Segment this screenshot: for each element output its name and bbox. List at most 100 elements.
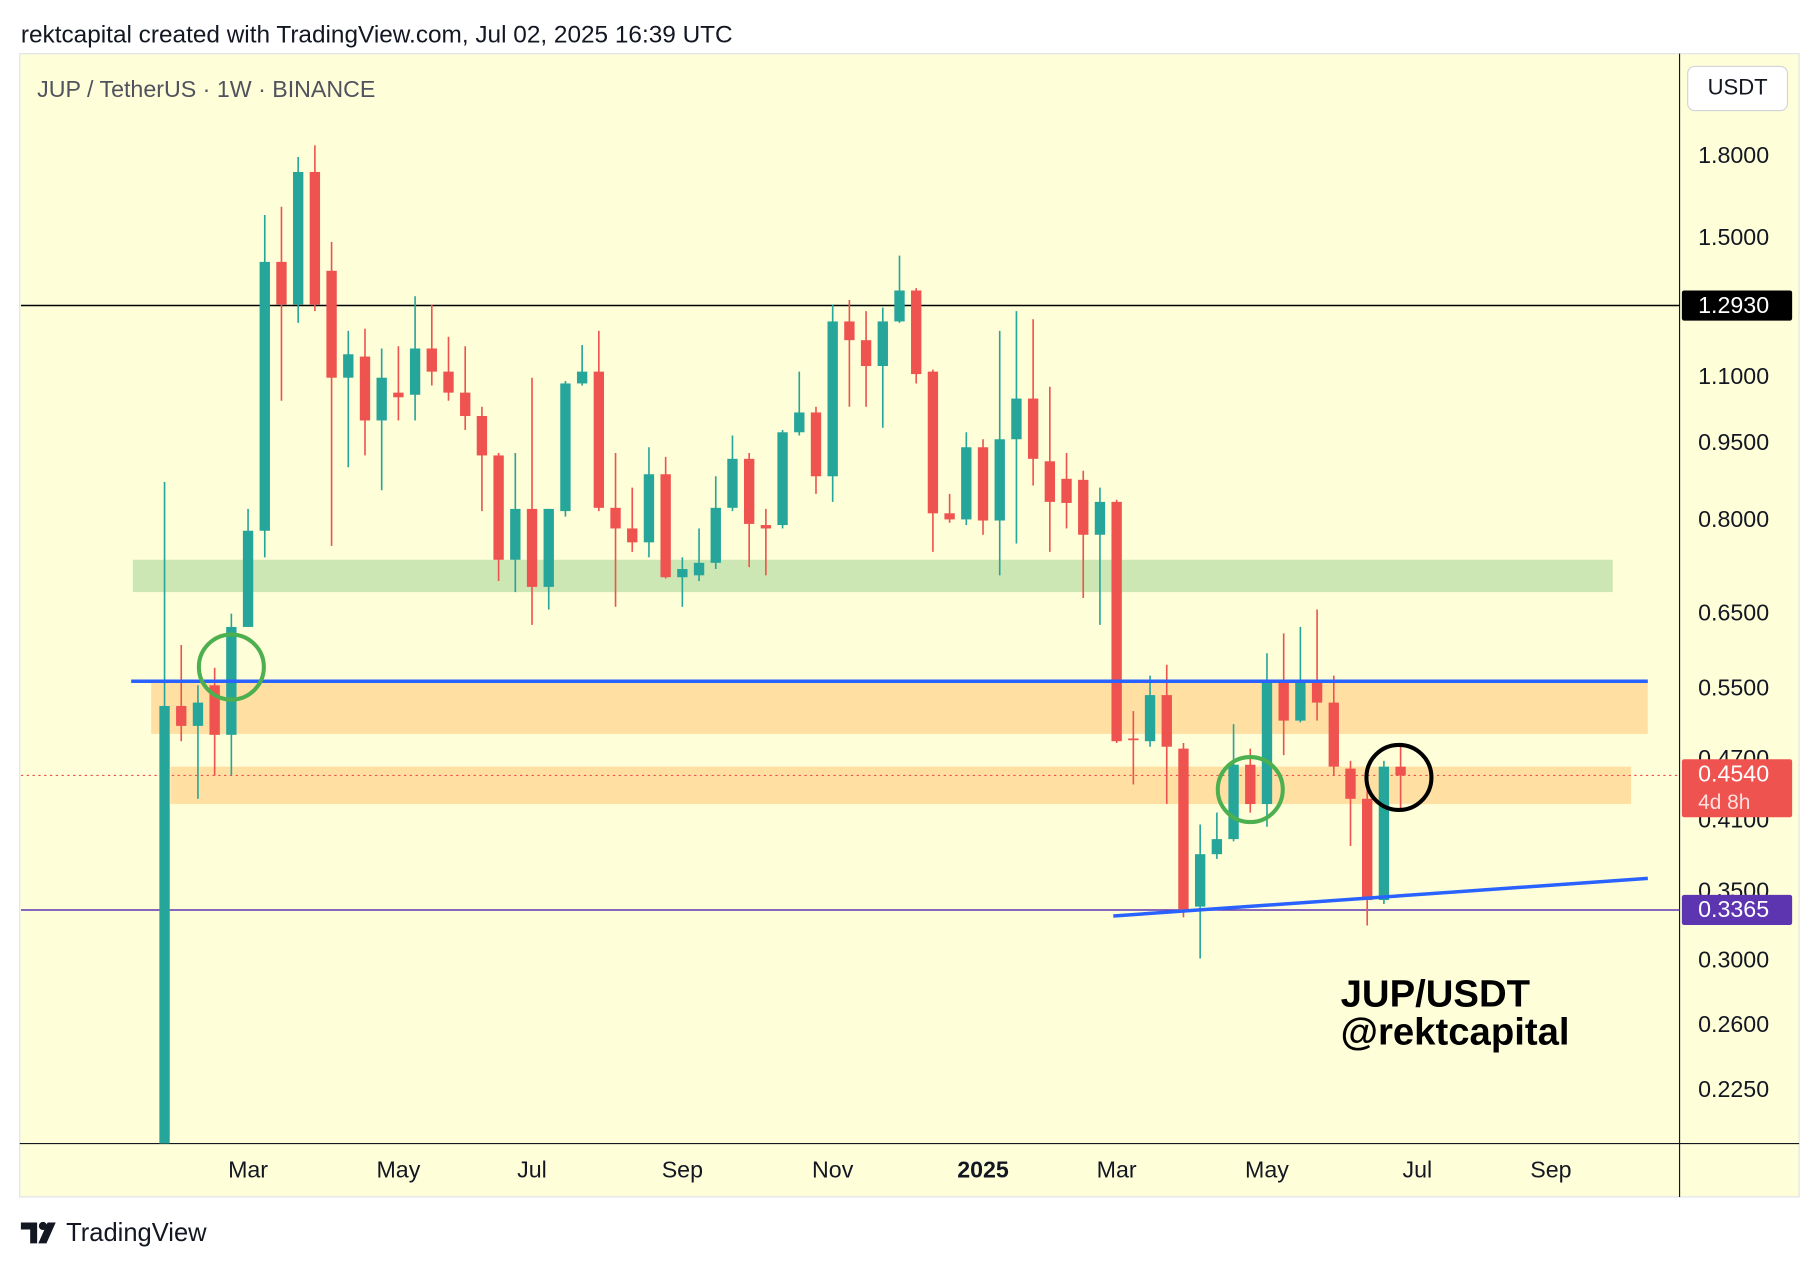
zone [132, 559, 1613, 593]
candle-body [827, 321, 838, 477]
candle-body [343, 354, 354, 378]
zone [170, 766, 1632, 805]
candle-body [1378, 766, 1390, 901]
candle-body [844, 321, 855, 341]
candle-body [409, 348, 421, 395]
price-label: 1.2930 [1698, 292, 1769, 318]
candle-body [359, 356, 371, 421]
candle-body [810, 412, 822, 477]
candle-body [1011, 398, 1022, 440]
candle-body [1128, 738, 1139, 741]
x-tick-label: Nov [812, 1157, 854, 1183]
candle-body [259, 261, 270, 531]
candle-body [426, 348, 437, 372]
price-label-box [1681, 290, 1793, 321]
y-tick-label: 1.1000 [1698, 363, 1769, 389]
candle-body [911, 290, 922, 375]
candle-body [1027, 398, 1039, 459]
y-tick-label: 1.5000 [1698, 224, 1769, 250]
highlight-circle [196, 632, 266, 702]
candle-body [1094, 501, 1106, 535]
candle-body [961, 447, 972, 520]
candle-body [610, 507, 621, 529]
tradingview-logo [20, 1221, 56, 1244]
candle-body [1261, 682, 1273, 805]
candle-body [727, 458, 738, 508]
candle-body [760, 525, 772, 529]
candle-body [560, 383, 571, 512]
candle-body [660, 474, 671, 578]
candle-body [927, 371, 939, 514]
annotation: JUP/USDT [1341, 972, 1530, 1015]
annotation: @rektcapital [1341, 1011, 1570, 1054]
candle-body [576, 371, 588, 384]
price-label-box [1681, 894, 1793, 926]
candle-body [944, 513, 955, 520]
currency-box[interactable] [1687, 65, 1789, 112]
symbol-title: JUP / TetherUS · 1W · BINANCE [37, 76, 375, 102]
candle-body [794, 412, 805, 433]
y-tick-label: 0.8000 [1698, 506, 1769, 532]
candle-body [1245, 764, 1256, 805]
candle-body [860, 340, 872, 367]
candle-body [292, 171, 304, 305]
candle-body [543, 508, 554, 587]
candle-body [476, 415, 488, 456]
candle-body [977, 447, 989, 521]
price-label: 0.3365 [1698, 896, 1769, 922]
zone [151, 682, 1648, 734]
currency[interactable]: USDT [1708, 74, 1768, 99]
candle-body [1061, 478, 1072, 503]
candle-body [460, 392, 471, 416]
candle-body [777, 432, 788, 526]
candle-body [493, 455, 504, 560]
y-tick-label: 0.6500 [1698, 599, 1769, 625]
candle-body [510, 508, 521, 560]
candle-body [326, 270, 337, 378]
candle-body [276, 261, 287, 305]
y-tick-label: 0.3000 [1698, 947, 1769, 973]
candle-body [393, 392, 404, 398]
candle-body [1078, 479, 1089, 535]
candle-body [242, 530, 254, 627]
candle-body [526, 508, 538, 587]
candle-body [710, 507, 721, 563]
axes: 1.8000 1.5000 1.1000 0.9500 0.8000 0.6500 0.55… [228, 142, 1793, 1183]
x-tick-label: 2025 [957, 1157, 1009, 1183]
last-price-box [1681, 759, 1793, 818]
candle-body [1044, 461, 1056, 502]
candle-body [1395, 766, 1406, 776]
candle-body [1178, 748, 1189, 912]
y-tick-label: 0.2250 [1698, 1076, 1769, 1102]
x-tick-label: Jul [1402, 1157, 1432, 1183]
candle-body [894, 290, 905, 322]
candle-body [1161, 695, 1172, 747]
candle-body [159, 705, 170, 1144]
candle-body [209, 685, 220, 735]
y-tick-label: 0.9500 [1698, 429, 1769, 455]
candle-body [176, 705, 187, 726]
countdown-label: 4d 8h [1698, 791, 1750, 814]
x-tick-label: Jul [517, 1157, 547, 1183]
candle-body [693, 562, 705, 576]
x-tick-label: May [376, 1157, 420, 1183]
candle-body [677, 569, 688, 578]
x-tick-label: Sep [1530, 1157, 1571, 1183]
candle-body [1278, 682, 1289, 721]
candle-body [743, 458, 755, 524]
x-tick-label: Mar [1097, 1157, 1137, 1183]
candle-body [192, 702, 204, 726]
candle-body [1194, 854, 1206, 907]
candle-body [1144, 695, 1156, 742]
candle-body [643, 474, 655, 543]
highlight-circle [1364, 742, 1434, 812]
x-tick-label: Mar [228, 1157, 268, 1183]
candle-body [877, 321, 888, 367]
x-tick-label: Sep [662, 1157, 703, 1183]
x-tick-label: May [1245, 1157, 1289, 1183]
candle-body [1311, 682, 1323, 703]
candle-body [994, 439, 1005, 521]
candle-body [1211, 839, 1223, 855]
